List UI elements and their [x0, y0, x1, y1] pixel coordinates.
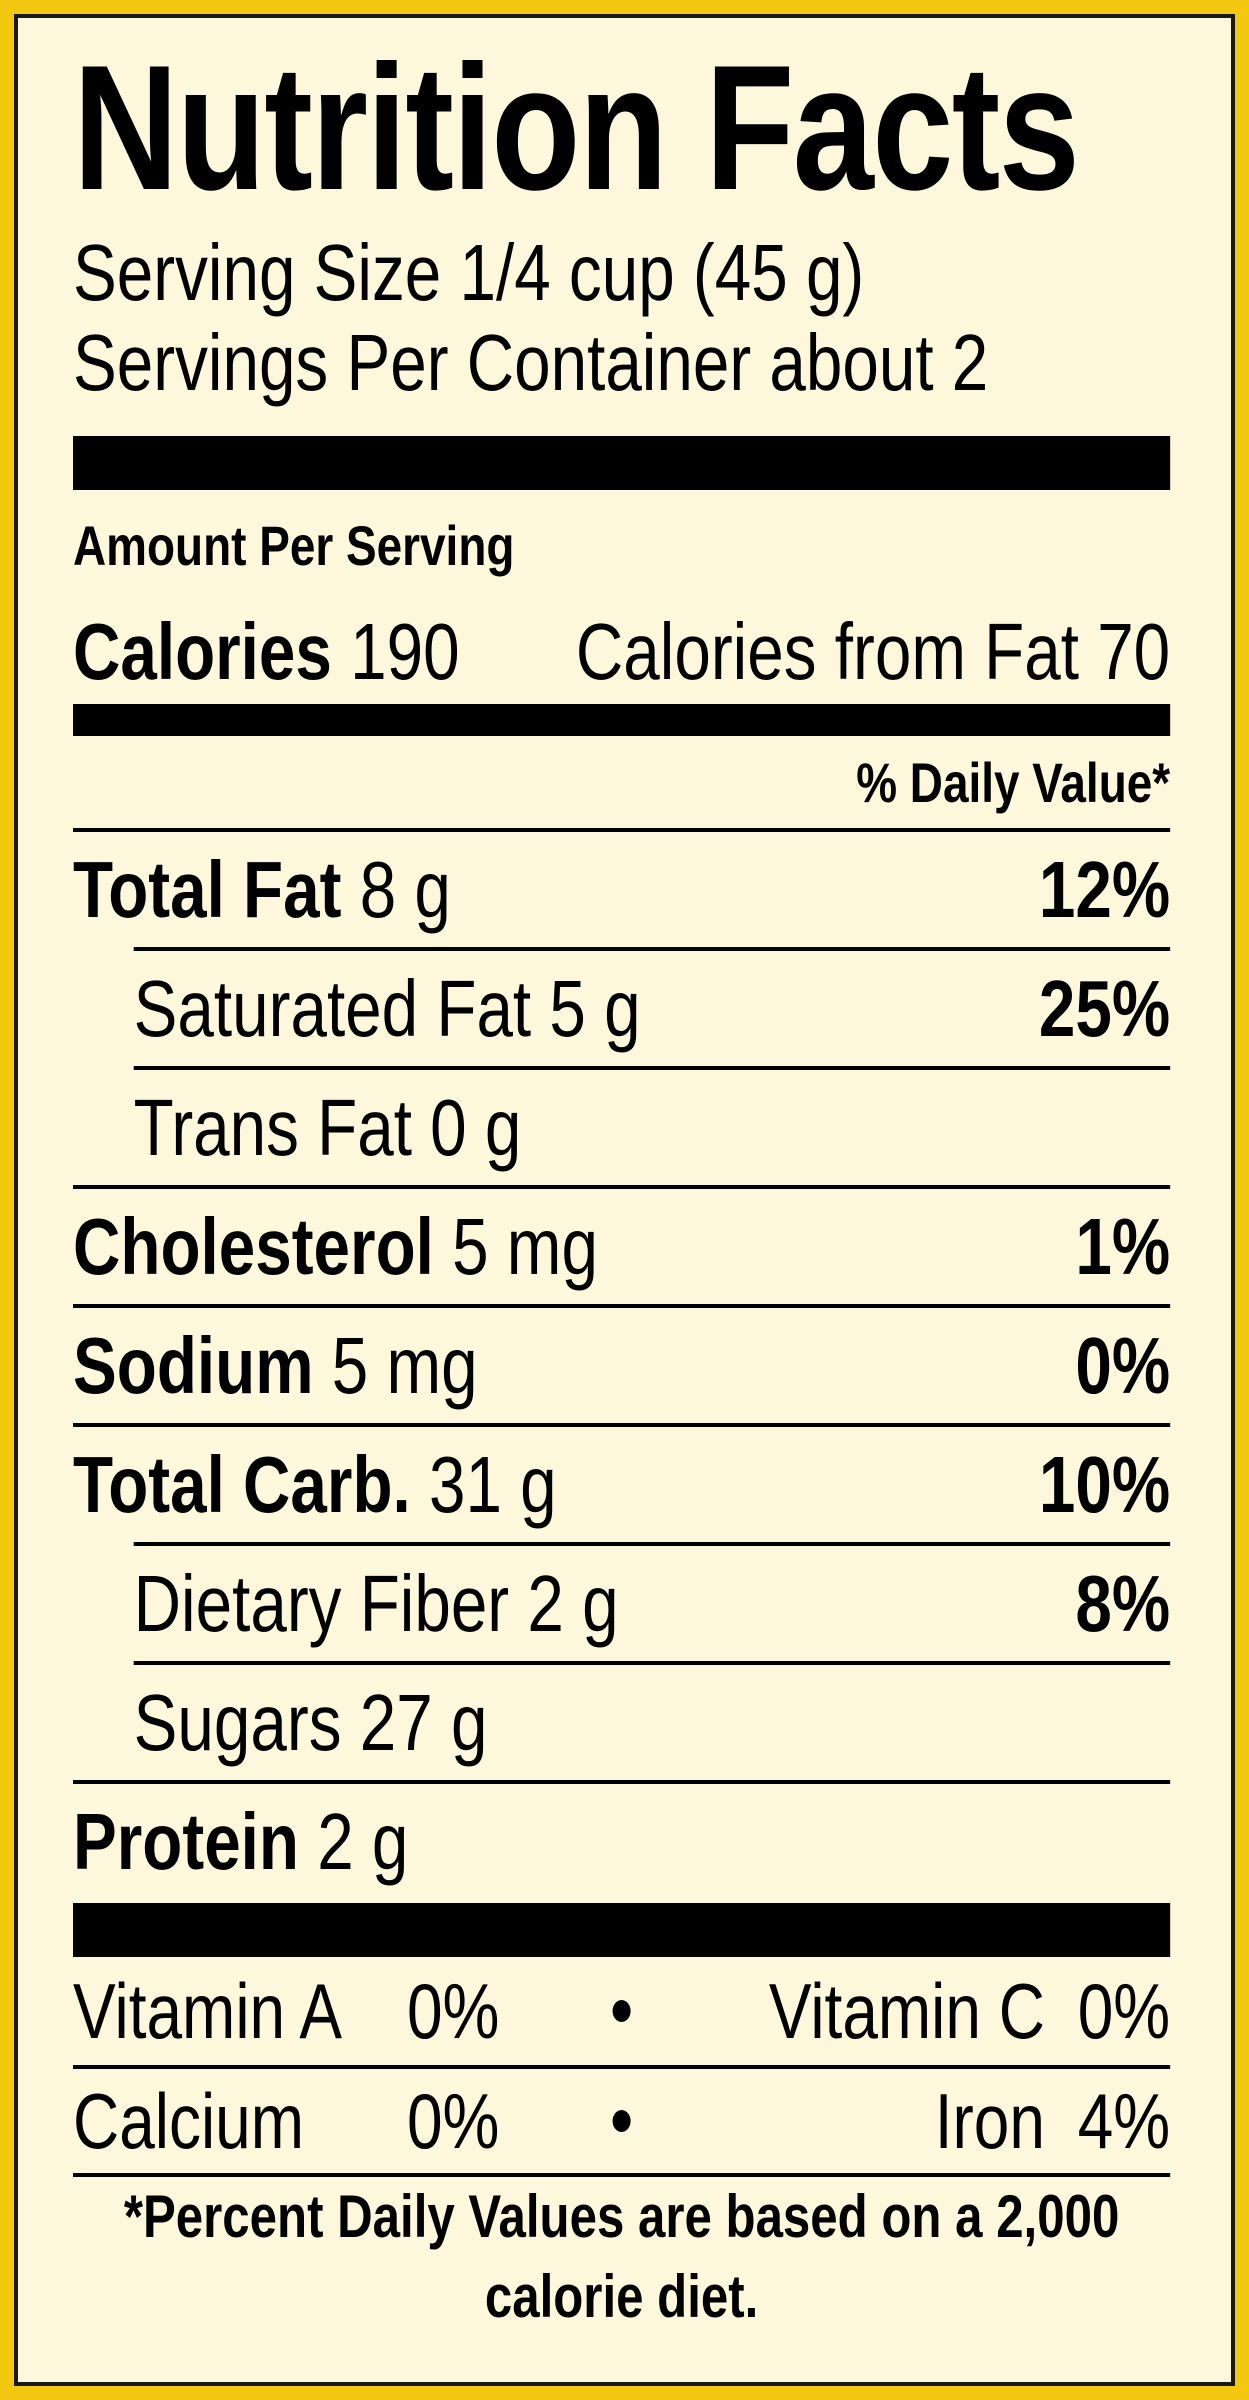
nutrient-row: Protein 2 g [73, 1780, 1171, 1899]
bullet [612, 2000, 631, 2022]
amount-per-serving: Amount Per Serving [73, 514, 515, 577]
vitamin-name: Vitamin A [73, 1966, 343, 2055]
thick-rule [73, 704, 1171, 736]
nutrition-label: Nutrition Facts Serving Size 1/4 cup (45… [14, 14, 1235, 2386]
nutrient-name: Protein [73, 1796, 299, 1886]
nutrient: Dietary Fiber 2 g [134, 1558, 619, 1650]
nutrient-amount: 31 g [428, 1439, 557, 1529]
nutrient-name: Trans Fat [133, 1082, 412, 1172]
calories-label: Calories [73, 607, 332, 696]
thick-rule [73, 436, 1171, 490]
vitamin-dv: 0% [1077, 1966, 1171, 2055]
vitamin-name: Vitamin C [768, 1966, 1045, 2055]
nutrient-amount: 5 mg [331, 1320, 478, 1410]
thick-rule [73, 1903, 1171, 1957]
daily-value: 10% [1038, 1439, 1171, 1529]
daily-value-header: % Daily Value* [856, 750, 1171, 814]
nutrient-amount: 2 g [527, 1558, 619, 1648]
nutrient-row: Total Fat 8 g 12% [73, 828, 1171, 947]
servings-per-container: Servings Per Container about 2 [73, 318, 989, 407]
daily-value: 12% [1038, 844, 1171, 934]
daily-value-header-row: % Daily Value* [73, 736, 1170, 828]
nutrient: Sodium 5 mg [73, 1320, 478, 1412]
nutrient-name: Sodium [73, 1320, 314, 1410]
vitamin-dv: 0% [406, 2076, 500, 2165]
nutrient: Cholesterol 5 mg [73, 1201, 598, 1293]
nutrient-name: Saturated Fat [133, 963, 532, 1053]
nutrient-amount: 8 g [359, 844, 451, 934]
nutrient: Saturated Fat 5 g [134, 963, 641, 1055]
nutrient-row: Saturated Fat 5 g 25% [133, 947, 1171, 1066]
vitamin-name: Iron [934, 2076, 1045, 2165]
title: Nutrition Facts [73, 28, 1080, 227]
nutrient-row: Trans Fat 0 g [133, 1066, 1171, 1185]
footnote: *Percent Daily Values are based on a 2,0… [73, 2173, 1171, 2330]
serving-size: Serving Size 1/4 cup (45 g) [73, 228, 865, 317]
vitamin: Calcium 0% [73, 2076, 499, 2167]
nutrient-row: Cholesterol 5 mg 1% [73, 1185, 1171, 1304]
bullet [612, 2110, 631, 2132]
nutrient: Total Carb. 31 g [73, 1439, 557, 1531]
nutrient: Total Fat 8 g [73, 844, 451, 936]
vitamins: Vitamin A 0% Vitamin C 0% Calcium 0% Iron 4% [73, 1957, 1171, 2173]
vitamin: Iron 4% [744, 2076, 1170, 2167]
daily-value: 8% [1075, 1558, 1171, 1648]
nutrient: Protein 2 g [73, 1796, 408, 1888]
daily-value: 0% [1075, 1320, 1171, 1410]
vitamin-dv: 4% [1077, 2076, 1171, 2165]
nutrient-amount: 0 g [430, 1082, 522, 1172]
nutrient-name: Cholesterol [73, 1201, 434, 1291]
label-content: Nutrition Facts Serving Size 1/4 cup (45… [73, 28, 1171, 2330]
calories: Calories 190 [73, 606, 460, 698]
nutrient: Trans Fat 0 g [134, 1082, 522, 1174]
calories-value: 190 [350, 607, 460, 696]
daily-value: 25% [1038, 963, 1171, 1053]
calories-row: Calories 190 Calories from Fat 70 [73, 602, 1170, 702]
vitamin: Vitamin A 0% [73, 1966, 499, 2057]
daily-value: 1% [1075, 1201, 1171, 1291]
nutrient-row: Total Carb. 31 g 10% [73, 1423, 1171, 1542]
vitamin-row: Vitamin A 0% Vitamin C 0% [73, 1957, 1170, 2065]
nutrient-name: Sugars [133, 1677, 342, 1767]
calories-from-fat: Calories from Fat 70 [575, 607, 1171, 696]
vitamin-name: Calcium [73, 2076, 305, 2165]
nutrient: Sugars 27 g [134, 1677, 488, 1769]
nutrient-name: Total Carb. [73, 1439, 411, 1529]
nutrient-name: Dietary Fiber [133, 1558, 510, 1648]
nutrient-row: Sugars 27 g [133, 1661, 1171, 1780]
nutrient-name: Total Fat [73, 844, 342, 934]
nutrient-row: Dietary Fiber 2 g 8% [133, 1542, 1171, 1661]
nutrient-amount: 5 g [549, 963, 641, 1053]
nutrient-amount: 27 g [359, 1677, 488, 1767]
nutrients: Total Fat 8 g 12% Saturated Fat 5 g 25% Tran… [73, 828, 1171, 1899]
nutrient-amount: 2 g [317, 1796, 409, 1886]
vitamin-row: Calcium 0% Iron 4% [73, 2065, 1171, 2173]
nutrient-row: Sodium 5 mg 0% [73, 1304, 1171, 1423]
vitamin-dv: 0% [406, 1966, 500, 2055]
vitamin: Vitamin C 0% [744, 1966, 1170, 2057]
nutrient-amount: 5 mg [452, 1201, 598, 1291]
